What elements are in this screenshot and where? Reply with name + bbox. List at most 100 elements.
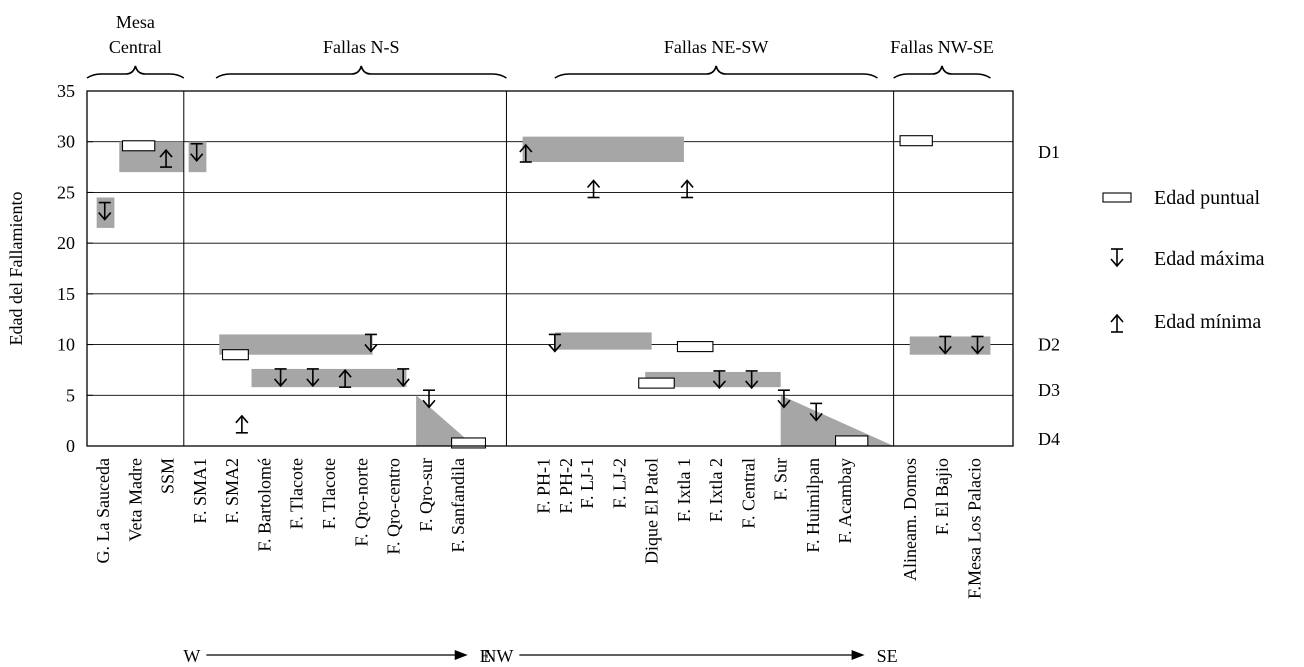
direction-head: [454, 650, 468, 660]
group-header: Fallas NW-SE: [890, 37, 994, 79]
group-brace: [893, 65, 991, 79]
domain-labels: D1 D2 D3 D4: [1038, 142, 1060, 449]
max-age-marker: [364, 333, 378, 353]
range-bar: [96, 197, 115, 228]
group-header: Fallas N-S: [215, 37, 507, 79]
group-dividers: [183, 91, 895, 446]
legend-min-icon: [1110, 313, 1124, 333]
group-brace: [215, 65, 507, 79]
max-age-marker-head: [777, 399, 791, 409]
y-tick-label: 5: [66, 385, 75, 405]
range-bar: [554, 332, 652, 350]
x-category-label: F. Qro-sur: [416, 458, 436, 532]
range-ramp: [416, 395, 475, 446]
x-category-label: F. Sanfandila: [448, 458, 468, 553]
x-category-label: F.Mesa Los Palacio: [964, 458, 984, 599]
legend-item: Edad mínima: [1110, 311, 1261, 333]
x-category-label: F. Qro-centro: [384, 458, 404, 555]
max-age-marker: [548, 333, 562, 353]
legend-max-icon-head: [1110, 258, 1124, 268]
x-category-label: F. PH-1: [534, 458, 554, 514]
max-age-marker: [98, 201, 112, 221]
y-tick-label: 25: [57, 182, 75, 202]
direction-to-label: E: [480, 646, 491, 666]
y-tick-label: 35: [57, 81, 75, 101]
max-age-marker-head: [273, 378, 288, 388]
max-age-marker-head: [809, 412, 823, 422]
direction-to-label: SE: [877, 646, 898, 666]
x-category-label: Dique El Patol: [642, 458, 662, 564]
min-age-marker: [338, 368, 352, 388]
group-headers: Mesa Central Fallas N-S Fallas NE-SW Fallas …: [86, 12, 994, 79]
legend-max-icon: [1110, 248, 1124, 268]
y-axis: 0 5 10 15 20 25 30 35: [57, 81, 93, 456]
point-age-box: [221, 349, 249, 361]
range-bars: [96, 136, 991, 446]
range-bar: [522, 136, 684, 162]
x-category-label: F. SMA1: [190, 458, 210, 524]
point-age-box: [121, 140, 156, 152]
x-category-label: F. PH-2: [556, 458, 576, 514]
legend-item: Edad máxima: [1110, 248, 1265, 270]
y-tick-label: 20: [57, 233, 75, 253]
group-label-line: Central: [109, 37, 162, 57]
group-label-line: Mesa: [116, 12, 155, 32]
range-bar: [251, 368, 407, 388]
x-category-label: Alineam. Domos: [900, 458, 920, 581]
range-bar: [188, 141, 207, 173]
legend-box-icon: [1102, 192, 1132, 203]
x-category-label: F. LJ-2: [609, 458, 629, 509]
max-age-marker-head: [712, 380, 726, 390]
legend-min-icon-head: [1110, 313, 1124, 323]
x-category-label: Veta Madre: [125, 458, 145, 541]
x-category-label: F. LJ-1: [577, 458, 597, 509]
direction-from-label: W: [183, 646, 200, 666]
min-age-marker: [680, 179, 694, 199]
y-tick-label: 15: [57, 284, 75, 304]
min-age-marker-head: [338, 368, 352, 378]
point-age-box: [676, 341, 714, 353]
min-age-marker-head: [159, 148, 173, 158]
point-age-box: [834, 435, 869, 447]
group-brace: [86, 65, 185, 79]
max-age-marker: [396, 368, 410, 388]
group-brace: [554, 65, 878, 79]
range-bar: [219, 334, 373, 355]
y-axis-label: Edad del Fallamiento: [6, 192, 26, 346]
x-axis: G. La Sauceda Veta Madre SSM F. SMA1 F. SMA2…: [93, 458, 984, 599]
plot-frame: [86, 90, 1014, 447]
min-age-marker: [519, 143, 533, 163]
domain-label: D1: [1038, 142, 1060, 162]
x-category-label: F. El Bajio: [932, 458, 952, 535]
x-category-label: F. Ixtla 1: [674, 458, 694, 522]
x-category-label: F. Acambay: [835, 458, 855, 544]
min-age-marker: [586, 179, 601, 199]
min-age-marker-head: [519, 143, 533, 153]
max-age-marker: [306, 368, 320, 388]
max-age-marker: [970, 335, 985, 355]
min-age-marker: [159, 148, 173, 168]
legend-label: Edad puntual: [1154, 187, 1261, 209]
max-age-marker-head: [938, 345, 952, 355]
group-label: Fallas N-S: [323, 37, 400, 57]
max-age-marker-head: [190, 153, 204, 162]
point-age-box: [899, 135, 933, 147]
x-category-label: F. Central: [738, 458, 758, 529]
domain-label: D3: [1038, 380, 1060, 400]
max-age-marker-head: [422, 399, 436, 409]
max-age-marker: [422, 389, 436, 409]
x-category-label: G. La Sauceda: [93, 458, 113, 563]
x-category-label: F. Sur: [771, 458, 791, 501]
group-header: Mesa Central: [86, 12, 185, 79]
x-category-label: F. Tlacote: [319, 458, 339, 529]
max-age-marker-head: [745, 380, 759, 390]
y-tick-label: 0: [66, 436, 75, 456]
direction-from-label: NW: [483, 646, 513, 666]
x-category-label: F. Ixtla 2: [706, 458, 726, 522]
y-tick-label: 10: [57, 335, 75, 355]
direction-arrow: NW SE: [483, 646, 897, 666]
range-bar: [909, 336, 991, 355]
x-category-label: F. Qro-norte: [351, 458, 371, 547]
